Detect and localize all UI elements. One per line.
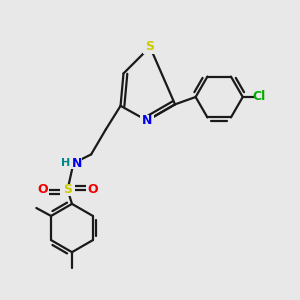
Text: Cl: Cl: [252, 91, 266, 103]
FancyBboxPatch shape: [36, 184, 49, 196]
Text: N: N: [142, 114, 152, 127]
Text: N: N: [72, 157, 82, 170]
FancyBboxPatch shape: [60, 184, 75, 196]
FancyBboxPatch shape: [140, 115, 154, 126]
Text: H: H: [61, 158, 70, 168]
Text: S: S: [146, 40, 154, 53]
Text: O: O: [37, 183, 48, 196]
FancyBboxPatch shape: [86, 184, 99, 196]
Text: O: O: [87, 183, 98, 196]
FancyBboxPatch shape: [142, 40, 158, 54]
Text: S: S: [63, 183, 72, 196]
FancyBboxPatch shape: [65, 158, 82, 169]
